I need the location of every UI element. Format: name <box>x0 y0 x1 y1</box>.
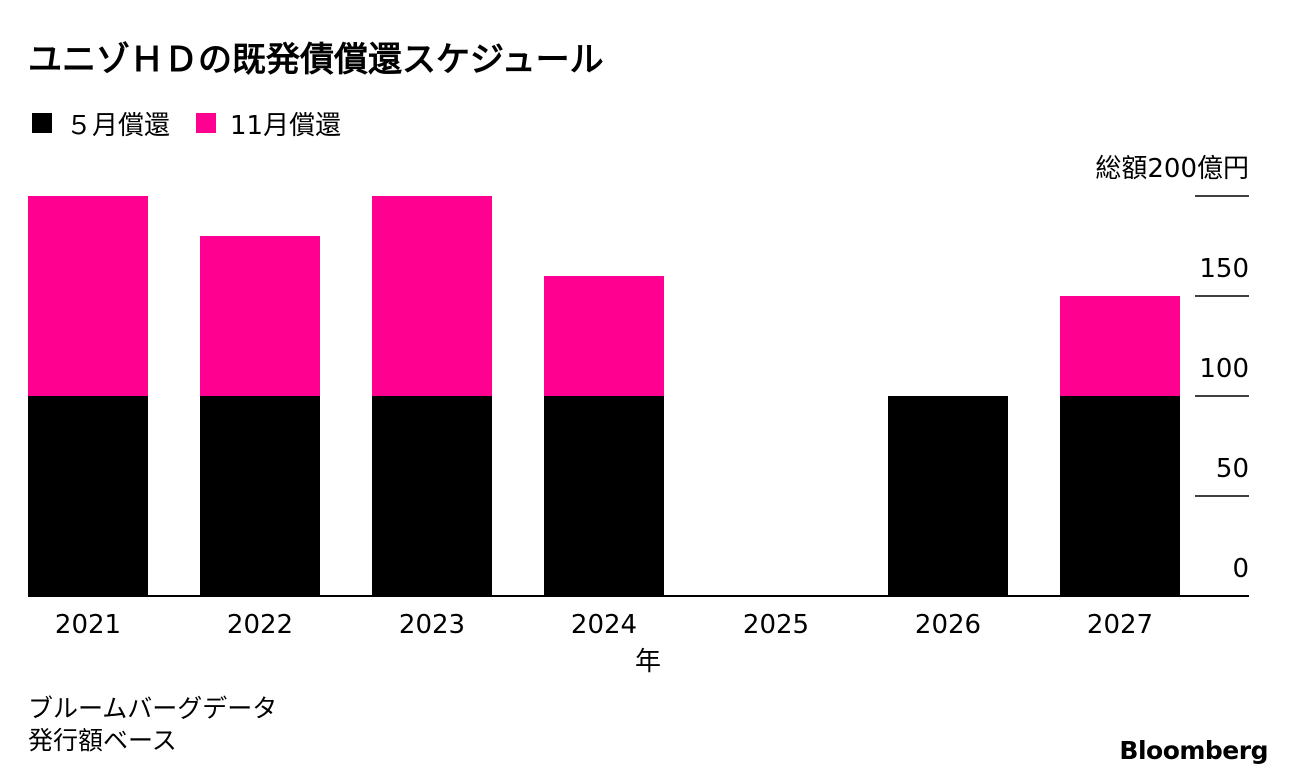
legend-label-may: ５月償還 <box>66 110 171 141</box>
x-tick-label-2021: 2021 <box>55 610 121 640</box>
y-tick-label-100: 100 <box>1199 354 1249 384</box>
x-tick-label-2023: 2023 <box>399 610 465 640</box>
bar-2021-series-0 <box>28 396 148 596</box>
y-tick-label-200: 総額200億円 <box>1095 154 1249 184</box>
x-tick-label-2024: 2024 <box>571 610 637 640</box>
bloomberg-logo: Bloomberg <box>1119 736 1268 765</box>
bar-2024-series-1 <box>544 276 664 396</box>
legend-item-may: ５月償還 <box>32 105 170 142</box>
x-tick-label-2022: 2022 <box>227 610 293 640</box>
bar-2026-series-0 <box>888 396 1008 596</box>
legend-label-nov: 11月償還 <box>230 110 342 141</box>
legend: ５月償還 11月償還 <box>32 105 367 142</box>
legend-swatch-may <box>32 113 52 133</box>
source-line-1: ブルームバーグデータ <box>28 694 278 723</box>
x-tick-label-2026: 2026 <box>915 610 981 640</box>
bar-2022-series-0 <box>200 396 320 596</box>
source-note: ブルームバーグデータ 発行額ベース <box>28 693 277 757</box>
x-tick-label-2025: 2025 <box>743 610 809 640</box>
bar-2021-series-1 <box>28 196 148 396</box>
x-tick-label-2027: 2027 <box>1087 610 1153 640</box>
bar-2023-series-0 <box>372 396 492 596</box>
bar-2022-series-1 <box>200 236 320 396</box>
legend-swatch-nov <box>196 113 217 133</box>
bar-2027-series-0 <box>1060 396 1180 596</box>
source-line-2: 発行額ベース <box>28 726 177 755</box>
bar-2024-series-0 <box>544 396 664 596</box>
bar-2027-series-1 <box>1060 296 1180 396</box>
legend-item-nov: 11月償還 <box>196 105 341 142</box>
chart-title: ユニゾＨＤの既発債償還スケジュール <box>28 40 604 80</box>
bar-2023-series-1 <box>372 196 492 396</box>
y-tick-label-150: 150 <box>1199 254 1249 284</box>
y-tick-label-0: 0 <box>1232 554 1249 584</box>
x-axis-label: 年 <box>635 647 661 677</box>
y-tick-label-50: 50 <box>1216 454 1249 484</box>
